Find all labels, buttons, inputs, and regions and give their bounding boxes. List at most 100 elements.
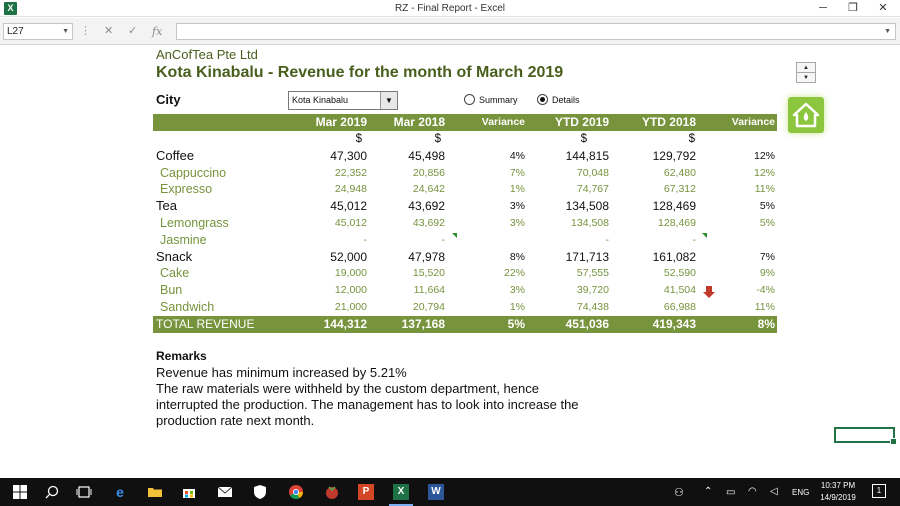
windows-start-icon[interactable]	[12, 484, 28, 500]
close-button[interactable]: ✕	[878, 2, 888, 14]
currency-cell: $	[688, 133, 695, 145]
store-icon[interactable]	[181, 484, 197, 500]
item-row: Cake 19,000 15,520 22% 57,555 52,590 9%	[153, 265, 777, 282]
insert-function-icon[interactable]: fx	[152, 25, 163, 38]
table-cell: 1%	[509, 300, 525, 313]
chevron-down-icon[interactable]: ▼	[380, 92, 397, 109]
table-cell: 129,792	[652, 148, 696, 163]
category-row: Snack 52,000 47,978 8% 171,713 161,082 7%	[153, 249, 777, 266]
notification-icon[interactable]: 1	[872, 484, 886, 498]
battery-icon[interactable]: ▭	[726, 487, 736, 498]
volume-icon[interactable]: ◁	[770, 486, 778, 497]
city-dropdown[interactable]: Kota Kinabalu ▼	[288, 91, 398, 110]
security-icon[interactable]	[252, 484, 268, 500]
mail-icon[interactable]	[217, 484, 233, 500]
worksheet[interactable]: AnCofTea Pte Ltd Kota Kinabalu - Revenue…	[0, 45, 900, 478]
comment-indicator[interactable]	[702, 233, 707, 238]
table-cell: 128,469	[658, 216, 696, 229]
table-cell: 39,720	[576, 284, 609, 297]
row-label: Tea	[156, 198, 177, 214]
row-label: Bun	[160, 283, 183, 298]
total-cell: 5%	[507, 316, 525, 331]
clock-time[interactable]: 10:37 PM	[820, 481, 856, 490]
edge-icon[interactable]: e	[116, 484, 124, 500]
table-cell: 74,438	[576, 300, 609, 313]
comment-indicator[interactable]	[452, 233, 457, 238]
table-cell: 20,794	[412, 300, 445, 313]
enter-icon[interactable]: ✓	[128, 25, 138, 37]
table-cell: 12,000	[334, 284, 367, 297]
table-cell: 134,508	[565, 199, 609, 214]
currency-cell: $	[355, 133, 362, 145]
file-explorer-icon[interactable]	[147, 484, 163, 500]
title-bar: X RZ - Final Report - Excel ─ ❐ ✕	[0, 0, 900, 17]
people-icon[interactable]: ⚇	[674, 487, 684, 499]
item-row: Sandwich 21,000 20,794 1% 74,438 66,988 11%	[153, 299, 777, 316]
table-cell: 66,988	[663, 300, 696, 313]
task-view-icon[interactable]	[76, 484, 92, 500]
row-label: Snack	[156, 248, 193, 264]
spin-down-icon[interactable]: ▼	[803, 75, 809, 81]
word-icon[interactable]: W	[428, 484, 444, 500]
table-cell: 171,713	[565, 249, 609, 264]
name-box-value: L27	[7, 26, 24, 37]
radio-summary-circle[interactable]	[464, 94, 475, 105]
header-ytd-variance: Variance	[731, 116, 775, 128]
city-label: City	[156, 92, 181, 107]
chevron-up-icon[interactable]: ⌃	[704, 486, 713, 497]
radio-summary[interactable]: Summary	[464, 94, 518, 106]
wifi-icon[interactable]: ◠	[748, 486, 757, 497]
selected-cell[interactable]	[834, 427, 897, 445]
table-cell: 20,856	[412, 166, 445, 179]
table-cell: 3%	[509, 200, 525, 213]
table-cell: 144,815	[565, 148, 609, 163]
table-cell: 134,508	[571, 216, 609, 229]
down-arrow-icon	[703, 286, 715, 298]
header-mar-2019: Mar 2019	[315, 115, 367, 129]
minimize-button[interactable]: ─	[819, 2, 827, 14]
radio-summary-label: Summary	[479, 95, 518, 105]
row-label: Jasmine	[160, 232, 207, 247]
radio-details-circle[interactable]	[537, 94, 548, 105]
table-cell: 47,978	[408, 249, 445, 264]
spin-button[interactable]: ▲ ▼	[796, 62, 816, 83]
row-label: Cake	[160, 266, 190, 281]
table-cell: 7%	[509, 166, 525, 179]
table-cell: -	[363, 233, 368, 246]
cancel-icon[interactable]: ✕	[104, 25, 114, 37]
excel-icon: X	[4, 2, 17, 15]
table-cell: 9%	[759, 267, 775, 280]
remarks-line: production rate next month.	[156, 413, 315, 428]
remarks-title: Remarks	[156, 349, 207, 363]
currency-cell: $	[434, 133, 441, 145]
app-icon[interactable]	[324, 484, 340, 500]
formula-bar: L27 ▼ ⋮ ✕ ✓ fx ▼	[0, 18, 900, 45]
chrome-icon[interactable]	[288, 484, 304, 500]
row-label: Lemongrass	[160, 215, 229, 230]
table-cell: 11%	[754, 183, 775, 196]
formula-input[interactable]: ▼	[176, 23, 896, 40]
table-cell: 22%	[503, 267, 525, 280]
table-cell: 5%	[759, 200, 775, 213]
restore-button[interactable]: ❐	[848, 2, 858, 14]
row-label: Expresso	[160, 182, 213, 197]
table-cell: 3%	[509, 216, 525, 229]
language-indicator[interactable]: ENG	[792, 488, 810, 497]
item-row: Expresso 24,948 24,642 1% 74,767 67,312 11%	[153, 181, 777, 198]
clock-date[interactable]: 14/9/2019	[820, 493, 856, 502]
table-body: Coffee 47,300 45,498 4% 144,815 129,792 12% Cap…	[153, 148, 777, 316]
radio-details[interactable]: Details	[537, 94, 580, 106]
name-box[interactable]: L27 ▼	[3, 23, 73, 40]
remarks-line: Revenue has minimum increased by 5.21%	[156, 365, 407, 380]
search-icon[interactable]	[44, 484, 60, 500]
powerpoint-icon[interactable]: P	[358, 484, 374, 500]
table-cell: 22,352	[334, 166, 367, 179]
table-cell: -	[605, 233, 610, 246]
excel-taskbar-icon[interactable]: X	[393, 484, 409, 500]
expand-formula-icon[interactable]: ▼	[884, 28, 891, 35]
chevron-down-icon[interactable]: ▼	[62, 28, 69, 35]
spin-up-icon[interactable]: ▲	[797, 63, 815, 73]
table-cell: 12%	[753, 166, 775, 179]
home-button[interactable]	[788, 97, 824, 133]
notification-count: 1	[876, 486, 882, 495]
